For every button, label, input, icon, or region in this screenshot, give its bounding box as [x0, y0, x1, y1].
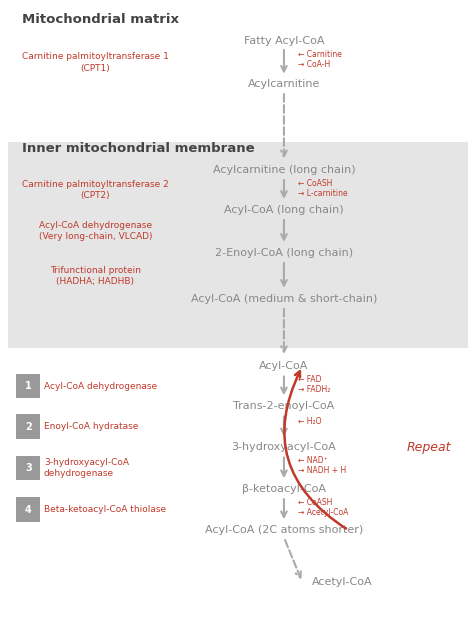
Text: → FADH₂: → FADH₂ — [298, 385, 330, 394]
Text: ← CoASH: ← CoASH — [298, 498, 332, 507]
Text: 3-hydroxyacyl-CoA
dehydrogenase: 3-hydroxyacyl-CoA dehydrogenase — [44, 458, 129, 478]
Text: β-ketoacyl-CoA: β-ketoacyl-CoA — [242, 484, 326, 494]
Text: → NADH + H: → NADH + H — [298, 466, 346, 475]
Text: Acyl-CoA (2C atoms shorter): Acyl-CoA (2C atoms shorter) — [205, 525, 363, 535]
Text: Acyl-CoA dehydrogenase
(Very long-chain, VLCAD): Acyl-CoA dehydrogenase (Very long-chain,… — [39, 221, 152, 241]
Text: ← FAD: ← FAD — [298, 375, 321, 384]
Text: Acyl-CoA (medium & short-chain): Acyl-CoA (medium & short-chain) — [191, 294, 377, 304]
Text: Mitochondrial matrix: Mitochondrial matrix — [22, 13, 179, 26]
Text: Carnitine palmitoyltransferase 2
(CPT2): Carnitine palmitoyltransferase 2 (CPT2) — [22, 180, 169, 200]
FancyBboxPatch shape — [8, 142, 468, 348]
Text: Inner mitochondrial membrane: Inner mitochondrial membrane — [22, 142, 254, 156]
Text: 2: 2 — [25, 422, 32, 432]
Text: Acylcarnitine: Acylcarnitine — [248, 79, 320, 89]
Text: ← NAD⁺: ← NAD⁺ — [298, 456, 328, 465]
FancyBboxPatch shape — [17, 414, 40, 439]
Text: ← CoASH: ← CoASH — [298, 179, 332, 188]
FancyBboxPatch shape — [17, 497, 40, 522]
Text: Acylcarnitine (long chain): Acylcarnitine (long chain) — [212, 165, 355, 175]
Text: Acyl-CoA: Acyl-CoA — [259, 361, 309, 371]
FancyBboxPatch shape — [17, 456, 40, 480]
Text: ← H₂O: ← H₂O — [298, 417, 321, 426]
Text: 1: 1 — [25, 381, 32, 391]
Text: 2-Enoyl-CoA (long chain): 2-Enoyl-CoA (long chain) — [215, 248, 353, 258]
Text: 3: 3 — [25, 463, 32, 473]
FancyBboxPatch shape — [17, 374, 40, 399]
Text: Acyl-CoA dehydrogenase: Acyl-CoA dehydrogenase — [44, 382, 157, 391]
Text: 3-hydroxyacyl-CoA: 3-hydroxyacyl-CoA — [232, 442, 337, 452]
Text: → CoA-H: → CoA-H — [298, 60, 330, 69]
Text: ← Carnitine: ← Carnitine — [298, 50, 342, 59]
Text: Carnitine palmitoyltransferase 1
(CPT1): Carnitine palmitoyltransferase 1 (CPT1) — [22, 52, 169, 73]
Text: Acyl-CoA (long chain): Acyl-CoA (long chain) — [224, 205, 344, 215]
Text: Repeat: Repeat — [406, 441, 451, 453]
Text: Beta-ketoacyl-CoA thiolase: Beta-ketoacyl-CoA thiolase — [44, 505, 166, 514]
Text: Acetyl-CoA: Acetyl-CoA — [312, 577, 372, 587]
Text: → Acetyl-CoA: → Acetyl-CoA — [298, 508, 348, 517]
Text: Fatty Acyl-CoA: Fatty Acyl-CoA — [244, 36, 324, 46]
Text: Trifunctional protein
(HADHA; HADHB): Trifunctional protein (HADHA; HADHB) — [50, 266, 141, 285]
Text: 4: 4 — [25, 504, 32, 514]
Text: Enoyl-CoA hydratase: Enoyl-CoA hydratase — [44, 422, 138, 431]
Text: → L-carnitine: → L-carnitine — [298, 188, 347, 198]
Text: Trans-2-enoyl-CoA: Trans-2-enoyl-CoA — [233, 401, 335, 411]
